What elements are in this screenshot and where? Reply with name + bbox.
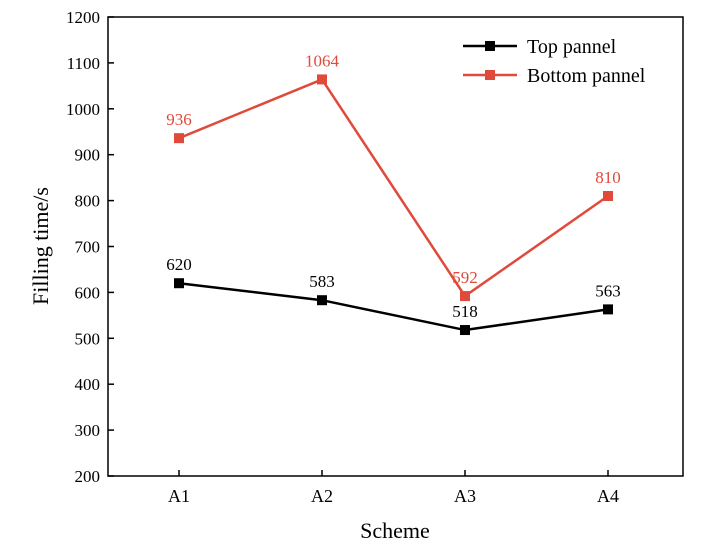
- series-layer: 620 583 518 563 936 1064 592 810: [166, 51, 621, 336]
- x-axis-label: Scheme: [360, 518, 430, 543]
- data-point: [460, 291, 470, 302]
- y-tick-label: 1200: [66, 8, 100, 27]
- data-label: 563: [595, 281, 621, 300]
- data-point: [174, 278, 184, 289]
- data-label: 592: [452, 268, 478, 287]
- data-point: [317, 74, 327, 85]
- y-tick-label: 1100: [67, 54, 100, 73]
- series-bottom-pannel: 936 1064 592 810: [166, 51, 621, 302]
- data-label: 518: [452, 302, 478, 321]
- x-tick-label: A2: [311, 486, 333, 506]
- x-tick-label: A3: [454, 486, 476, 506]
- data-label: 1064: [305, 51, 340, 70]
- legend-item: Bottom pannel: [463, 65, 646, 87]
- y-tick-label: 600: [75, 283, 101, 302]
- y-axis: 200 300 400 500 600 700 800 900 1000 1100 1200: [66, 8, 114, 486]
- y-tick-label: 1000: [66, 100, 100, 119]
- data-point: [603, 191, 613, 202]
- y-tick-label: 800: [75, 192, 101, 211]
- y-tick-label: 300: [75, 421, 101, 440]
- data-label: 620: [166, 255, 192, 274]
- legend-marker: [485, 70, 495, 80]
- y-tick-label: 400: [75, 375, 101, 394]
- data-point: [317, 295, 327, 306]
- data-point: [603, 304, 613, 315]
- data-label: 583: [309, 272, 335, 291]
- x-axis: A1 A2 A3 A4: [168, 470, 619, 506]
- data-point: [460, 325, 470, 336]
- data-point: [174, 133, 184, 144]
- y-tick-label: 500: [75, 329, 101, 348]
- legend-marker: [485, 41, 495, 51]
- legend-label: Top pannel: [527, 36, 617, 58]
- x-tick-label: A1: [168, 486, 190, 506]
- y-tick-label: 200: [75, 467, 101, 486]
- series-line: [178, 77, 609, 298]
- legend-label: Bottom pannel: [527, 65, 646, 87]
- series-line: [178, 281, 609, 332]
- legend-item: Top pannel: [463, 36, 617, 58]
- y-tick-label: 900: [75, 146, 101, 165]
- data-label: 810: [595, 168, 621, 187]
- legend: Top pannel Bottom pannel: [463, 36, 646, 87]
- series-top-pannel: 620 583 518 563: [166, 255, 621, 336]
- y-axis-label: Filling time/s: [28, 187, 53, 305]
- x-tick-label: A4: [597, 486, 619, 506]
- data-label: 936: [166, 110, 192, 129]
- y-tick-label: 700: [75, 238, 101, 257]
